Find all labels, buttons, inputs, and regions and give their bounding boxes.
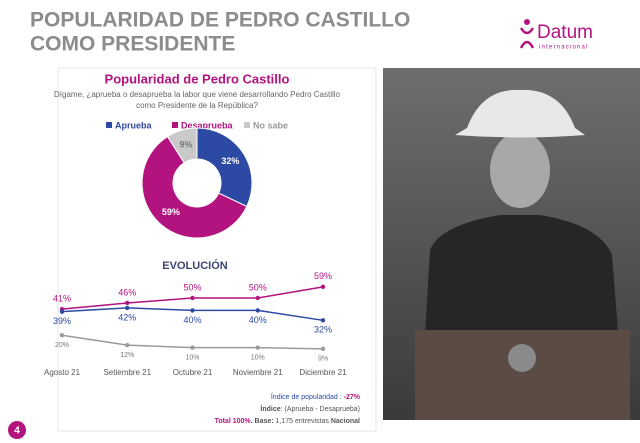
data-label: 12% (120, 352, 134, 359)
data-label: 10% (185, 354, 199, 361)
footnote-label: Índice de popularidad : (271, 392, 342, 401)
x-tick-label: Octubre 21 (173, 368, 213, 377)
data-label: 40% (183, 315, 201, 325)
data-point (190, 295, 195, 301)
data-label: 42% (118, 312, 136, 322)
data-label: 10% (251, 354, 265, 361)
chart-panel (57, 67, 377, 432)
photo-face (490, 132, 550, 208)
legend-swatch (172, 122, 178, 128)
data-label: 9% (318, 356, 328, 363)
data-point (255, 308, 260, 313)
data-point (125, 300, 130, 306)
footnote-value: -27% (344, 394, 361, 401)
legend-label: No sabe (253, 120, 288, 130)
x-tick-label: Diciembre 21 (299, 368, 347, 377)
chart-subtitle: como Presidente de la República? (136, 101, 258, 110)
data-point (59, 333, 65, 338)
footnote-text: Nacional (331, 418, 360, 425)
data-point (320, 346, 326, 352)
data-point (59, 309, 65, 314)
footnote-label: Índice (260, 404, 280, 413)
chart-title: EVOLUCIÓN (162, 259, 227, 272)
data-label: 46% (118, 287, 136, 297)
data-point (125, 305, 130, 311)
x-tick-label: Noviembre 21 (233, 368, 283, 377)
chart-title: Popularidad de Pedro Castillo (105, 71, 290, 86)
logo: Datum internacional (519, 19, 593, 51)
slide-title: COMO PRESIDENTE (30, 33, 235, 56)
x-tick-label: Agosto 21 (44, 368, 81, 377)
data-point (255, 345, 260, 350)
photo-emblem (508, 344, 536, 372)
logo-icon (519, 27, 535, 49)
data-label: 41% (53, 294, 71, 304)
data-label: 32% (314, 325, 332, 335)
page-number: 4 (14, 426, 20, 437)
legend-label: Desaprueba (181, 120, 234, 130)
photo-hat (455, 89, 585, 138)
photo (383, 68, 640, 420)
data-point (255, 295, 260, 301)
data-label: 50% (249, 282, 267, 292)
chart-subtitle: Dígame, ¿aprueba o desaprueba la labor q… (54, 90, 341, 99)
data-point (320, 318, 326, 323)
footnote-total: Total 100%. (215, 418, 253, 425)
data-label: 59% (314, 271, 332, 281)
data-label: 50% (183, 282, 201, 292)
footnote-label: Base: (255, 418, 274, 425)
pie-slice (196, 127, 253, 208)
data-label: 20% (55, 342, 69, 349)
data-point (190, 308, 195, 313)
data-label: 39% (53, 316, 71, 326)
data-label: 32% (221, 156, 239, 166)
legend-swatch (244, 122, 250, 128)
footnote: Total 100%. Base: 1,175 entrevistas Naci… (215, 418, 360, 425)
logo-text: Datum (537, 22, 593, 43)
data-label: 40% (249, 315, 267, 325)
page-number-badge (8, 421, 26, 439)
legend-label: Aprueba (115, 120, 153, 130)
logo-subtext: internacional (539, 45, 589, 51)
data-label: 59% (162, 207, 180, 217)
data-point (125, 342, 130, 348)
photo-podium (415, 330, 630, 420)
slide-title: POPULARIDAD DE PEDRO CASTILLO (30, 9, 410, 32)
logo-icon (524, 19, 530, 25)
footnote-text: : (Aprueba - Desaprueba) (281, 406, 360, 413)
data-point (320, 284, 326, 290)
pie-slice (141, 135, 248, 239)
footnote: Índice de popularidad : -27% (271, 392, 361, 401)
x-tick-label: Setiembre 21 (103, 368, 151, 377)
footnote-text: 1,175 entrevistas (276, 418, 330, 425)
footnote: Índice: (Aprueba - Desaprueba) (260, 404, 360, 413)
data-point (190, 345, 195, 350)
data-label: 9% (179, 139, 192, 149)
legend-swatch (106, 122, 112, 128)
pie-slice (166, 127, 198, 164)
